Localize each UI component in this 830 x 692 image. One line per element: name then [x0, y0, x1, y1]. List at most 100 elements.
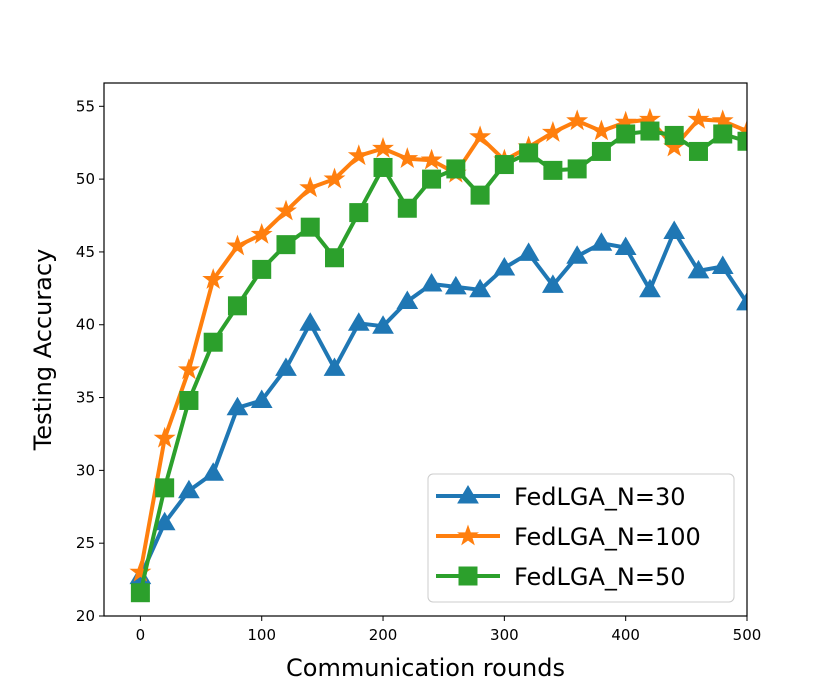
data-point — [640, 121, 660, 141]
data-point — [591, 141, 611, 161]
data-point — [323, 167, 346, 189]
data-point — [153, 511, 176, 531]
data-point — [325, 248, 345, 268]
data-point — [250, 222, 273, 244]
data-point — [444, 275, 467, 295]
data-point — [639, 278, 661, 298]
y-tick-label: 25 — [76, 534, 95, 552]
data-point — [155, 478, 175, 498]
legend-marker — [458, 566, 478, 586]
data-point — [664, 125, 684, 145]
data-point — [469, 278, 491, 298]
data-point — [349, 203, 369, 223]
legend-item-fedlga-n-50: FedLGA_N=50 — [436, 563, 685, 591]
data-point — [226, 396, 249, 416]
data-point — [687, 107, 710, 129]
data-point — [252, 259, 272, 279]
data-point — [469, 125, 492, 147]
data-point — [737, 131, 747, 151]
x-tick-label: 300 — [490, 626, 519, 644]
data-point — [130, 583, 150, 603]
y-tick-label: 20 — [76, 607, 95, 625]
y-tick-label: 30 — [76, 461, 95, 479]
data-point — [203, 332, 223, 352]
legend-label: FedLGA_N=30 — [514, 483, 685, 511]
data-point — [567, 159, 587, 179]
data-point — [614, 236, 637, 256]
legend-box — [427, 473, 735, 603]
legend-label: FedLGA_N=100 — [514, 523, 701, 551]
data-point — [153, 426, 176, 448]
data-point — [420, 148, 443, 170]
data-point — [276, 235, 296, 255]
data-point — [347, 312, 370, 331]
legend-item-fedlga-n-100: FedLGA_N=100 — [436, 523, 701, 551]
plot-frame — [103, 82, 748, 617]
data-point — [493, 256, 516, 276]
data-point — [711, 255, 734, 274]
data-point — [422, 169, 442, 189]
data-point — [372, 315, 394, 334]
legend-marker — [457, 524, 479, 546]
y-tick-label: 45 — [76, 243, 95, 261]
legend-label: FedLGA_N=50 — [514, 563, 685, 591]
data-point — [543, 160, 563, 180]
data-point — [494, 155, 514, 175]
data-point — [396, 147, 419, 169]
data-point — [470, 185, 490, 205]
y-tick-label: 55 — [76, 97, 95, 115]
legend-marker — [457, 485, 479, 504]
legend: FedLGA_N=30 FedLGA_N=100 FedLGA_N=50 — [427, 473, 735, 603]
series-fedlga-n-30 — [129, 220, 747, 585]
data-point — [177, 358, 200, 380]
data-point — [519, 143, 539, 163]
data-point — [227, 296, 247, 316]
series-fedlga-n-50 — [130, 121, 747, 603]
data-point — [226, 234, 249, 256]
data-point — [373, 157, 393, 177]
data-point — [736, 291, 747, 311]
y-tick-label: 40 — [76, 316, 95, 334]
data-point — [688, 141, 708, 161]
legend-item-fedlga-n-30: FedLGA_N=30 — [436, 483, 685, 511]
data-point — [347, 144, 370, 166]
x-tick-label: 0 — [136, 626, 146, 644]
data-point — [590, 119, 613, 141]
y-tick-label: 50 — [76, 170, 95, 188]
x-axis-label: Communication rounds — [286, 654, 565, 682]
data-point — [566, 245, 589, 264]
data-point — [542, 274, 564, 293]
data-point — [202, 268, 225, 289]
data-point — [541, 120, 564, 142]
data-point — [300, 217, 320, 237]
data-point — [687, 259, 710, 279]
data-point — [250, 389, 273, 408]
data-point — [299, 312, 322, 331]
data-point — [663, 220, 686, 240]
axis-ticks: 0 100 200 300 400 500 20 25 30 35 40 45 50 55 — [76, 97, 761, 644]
x-tick-label: 500 — [733, 626, 762, 644]
data-point — [397, 198, 417, 218]
data-point — [616, 124, 636, 144]
series-layer — [129, 107, 747, 603]
y-tick-label: 35 — [76, 389, 95, 407]
data-point — [299, 176, 322, 198]
data-point — [275, 199, 297, 221]
data-point — [179, 390, 199, 410]
data-point — [178, 479, 200, 499]
data-point — [396, 290, 419, 309]
data-point — [517, 242, 540, 261]
data-point — [713, 124, 733, 144]
x-tick-label: 400 — [611, 626, 640, 644]
y-axis-label: Testing Accuracy — [29, 249, 57, 452]
data-point — [590, 232, 613, 251]
x-tick-label: 200 — [369, 626, 398, 644]
x-tick-label: 100 — [247, 626, 276, 644]
data-point — [202, 462, 225, 481]
data-point — [275, 357, 297, 376]
data-point — [372, 136, 394, 158]
data-point — [446, 159, 466, 179]
data-point — [566, 109, 589, 131]
data-point — [420, 272, 443, 292]
